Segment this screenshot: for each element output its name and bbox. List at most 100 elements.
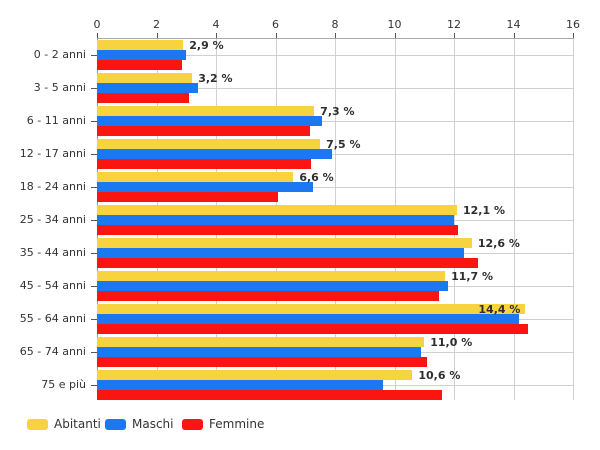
y-tick-mark [91,220,97,221]
y-axis-label: 65 - 74 anni [19,345,86,358]
x-tick-mark [513,33,515,38]
legend-label-femmine: Femmine [209,417,265,431]
x-tick-mark [454,33,455,38]
y-tick-mark [91,385,97,386]
legend-item-abitanti: Abitanti [27,416,101,432]
y-axis-label: 55 - 64 anni [19,312,86,325]
bar-abitanti [97,205,457,215]
value-label: 7,3 % [320,105,355,118]
legend-item-femmine: Femmine [182,416,264,432]
legend-label-maschi: Maschi [132,417,174,431]
y-tick-mark [91,121,97,122]
bar-abitanti [97,271,446,281]
bar-femmine [97,258,478,268]
bar-maschi [97,116,322,126]
bar-abitanti [97,337,425,347]
legend-swatch-abitanti-icon [27,418,48,430]
bar-maschi [97,215,454,225]
y-axis-label: 3 - 5 anni [33,81,86,94]
y-axis-label: 35 - 44 anni [19,246,86,259]
bar-femmine [97,159,312,169]
value-label: 14,4 % [478,303,521,316]
bar-abitanti [97,304,526,314]
value-label: 12,6 % [477,237,520,250]
x-tick-mark [335,33,336,38]
x-tick-mark [216,33,217,38]
x-tick-label: 0 [93,18,101,31]
bar-femmine [97,324,529,334]
x-tick-mark [156,33,158,38]
bar-maschi [97,83,199,93]
y-tick-mark [91,286,97,287]
y-axis-label: 25 - 34 anni [19,213,86,226]
bar-femmine [97,192,279,202]
x-tick-mark [394,33,396,38]
bar-femmine [97,126,310,136]
x-tick-label: 16 [566,18,580,31]
x-tick-label: 4 [212,18,220,31]
x-tick-label: 14 [506,18,521,31]
bar-femmine [97,357,428,367]
bar-abitanti [97,139,321,149]
bar-abitanti [97,370,413,380]
h-gridline [97,88,574,89]
legend-item-maschi: Maschi [105,416,174,432]
legend-swatch-maschi-icon [105,418,126,430]
bar-maschi [97,149,333,159]
h-gridline [97,187,574,188]
bar-maschi [97,50,187,60]
bar-maschi [97,182,313,192]
value-label: 11,0 % [430,336,473,349]
y-tick-mark [91,154,97,155]
value-label: 10,6 % [418,369,461,382]
y-tick-mark [91,352,97,353]
y-axis-label: 75 e più [41,378,86,391]
legend: Abitanti Maschi Femmine [0,416,600,436]
y-tick-mark [91,187,97,188]
v-gridline [573,38,574,400]
value-label: 11,7 % [451,270,494,283]
y-axis-label: 45 - 54 anni [19,279,86,292]
legend-swatch-femmine-icon [182,418,203,430]
y-axis-label: 6 - 11 anni [26,114,86,127]
x-tick-label: 2 [153,18,160,31]
value-label: 7,5 % [326,138,361,151]
y-axis-label: 18 - 24 anni [19,180,86,193]
value-label: 2,9 % [189,39,224,52]
h-gridline [97,121,574,122]
y-axis-label: 0 - 2 anni [33,48,86,61]
x-tick-label: 6 [272,18,279,31]
bar-maschi [97,347,422,357]
x-tick-mark [275,33,277,38]
bar-abitanti [97,238,472,248]
value-label: 12,1 % [462,204,505,217]
y-tick-mark [91,55,97,56]
bar-abitanti [97,40,184,50]
v-gridline [513,38,515,400]
x-tick-mark [573,33,574,38]
bar-maschi [97,314,520,324]
legend-label-abitanti: Abitanti [54,417,101,431]
bar-femmine [97,291,440,301]
bar-femmine [97,390,443,400]
y-axis-label: 12 - 17 anni [19,147,86,160]
x-tick-label: 12 [447,18,461,31]
x-axis-line [97,38,574,39]
bar-maschi [97,248,465,258]
v-gridline [454,38,455,400]
bar-maschi [97,281,449,291]
h-gridline [97,55,574,56]
h-gridline [97,154,574,155]
x-tick-label: 8 [331,18,339,31]
value-label: 3,2 % [198,72,233,85]
bar-abitanti [97,73,193,83]
y-tick-mark [91,253,97,254]
bar-femmine [97,60,182,70]
bar-abitanti [97,172,294,182]
y-tick-mark [91,88,97,89]
bar-femmine [97,225,459,235]
bar-femmine [97,93,190,103]
x-tick-label: 10 [387,18,402,31]
value-label: 6,6 % [299,171,334,184]
